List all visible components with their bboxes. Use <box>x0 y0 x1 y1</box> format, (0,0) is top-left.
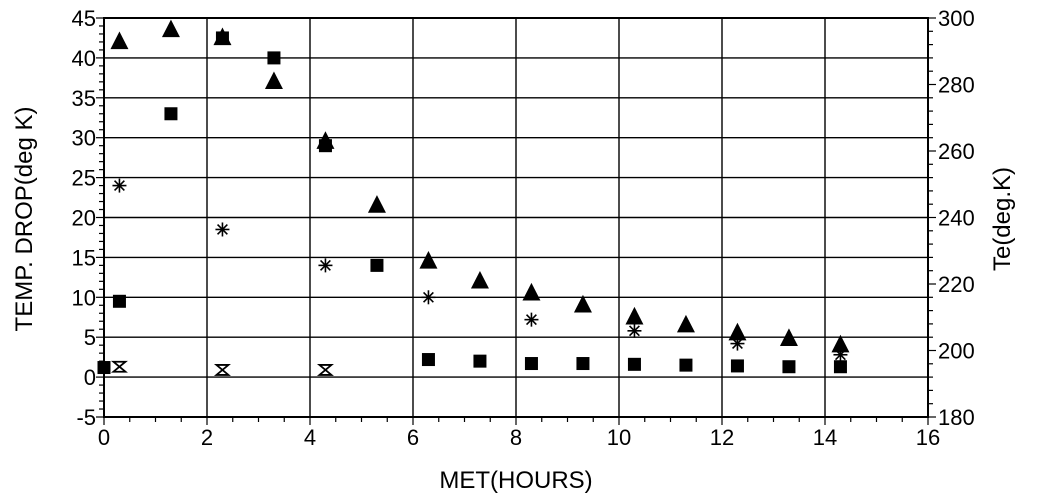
asterisk-point <box>524 312 539 327</box>
square-point <box>421 353 435 367</box>
square-point <box>627 357 641 371</box>
x-tick-label: 4 <box>304 425 316 450</box>
triangle-point <box>316 131 335 149</box>
triangle-point <box>419 250 438 269</box>
y-tick-label: 45 <box>72 6 96 31</box>
square-point <box>473 354 487 368</box>
triangle-point <box>676 314 695 333</box>
x-tick-label: 8 <box>510 425 522 450</box>
asterisk-stroke <box>731 338 743 350</box>
x-tick-label: 12 <box>710 425 734 450</box>
triangle-point <box>264 71 283 90</box>
triangle-point <box>110 31 129 50</box>
triangle-point <box>831 334 850 353</box>
x-tick-label: 16 <box>916 425 940 450</box>
y2-tick-label: 260 <box>938 139 975 164</box>
asterisk-stroke <box>525 314 537 326</box>
x-tick-label: 14 <box>813 425 837 450</box>
asterisk-point <box>421 290 436 305</box>
x-tick-label: 10 <box>607 425 631 450</box>
asterisk-stroke <box>628 325 640 337</box>
x-tick-label: 0 <box>98 425 110 450</box>
square-point <box>833 360 847 374</box>
y-tick-label: 20 <box>72 206 96 231</box>
y-tick-label: 5 <box>84 325 96 350</box>
triangle-point <box>779 328 798 346</box>
y-tick-label: 10 <box>72 285 96 310</box>
triangle-point <box>522 282 541 301</box>
data-points <box>97 19 850 376</box>
square-point <box>370 258 384 272</box>
right-y-axis: 180 200 220 240 260 280 300 <box>928 6 975 430</box>
asterisk-point <box>730 336 745 351</box>
asterisk-stroke <box>834 349 846 361</box>
asterisk-point <box>833 347 848 362</box>
y-tick-label: -5 <box>76 405 96 430</box>
x-tick-label: 6 <box>407 425 419 450</box>
square-point <box>267 51 281 65</box>
hourglass-point <box>110 360 128 373</box>
y-tick-label: 30 <box>72 126 96 151</box>
y2-tick-label: 180 <box>938 405 975 430</box>
y2-tick-label: 240 <box>938 206 975 231</box>
square-point <box>524 357 538 371</box>
y2-tick-label: 280 <box>938 73 975 98</box>
y2-tick-label: 300 <box>938 6 975 31</box>
triangle-point <box>573 294 592 313</box>
asterisk-stroke <box>319 259 331 271</box>
square-point <box>112 294 126 308</box>
asterisk-stroke <box>113 180 125 192</box>
y-tick-label: 0 <box>84 365 96 390</box>
y2-axis-title: Te(deg.K) <box>989 167 1016 271</box>
asterisk-stroke <box>216 224 228 235</box>
asterisk-point <box>112 178 127 193</box>
grid <box>103 17 929 418</box>
triangle-point <box>625 306 644 325</box>
triangle-point <box>470 270 489 289</box>
x-axis: 0 2 4 6 8 10 12 14 16 <box>98 417 940 450</box>
asterisk-point <box>627 323 642 338</box>
triangle-point <box>367 195 386 213</box>
y2-tick-label: 220 <box>938 272 975 297</box>
y-axis-title: TEMP. DROP(deg K) <box>11 107 38 332</box>
asterisk-point <box>318 258 333 273</box>
square-point <box>576 357 590 371</box>
asterisk-stroke <box>422 291 434 303</box>
x-tick-label: 2 <box>201 425 213 450</box>
hourglass-point <box>316 364 334 376</box>
hourglass-point <box>213 364 231 376</box>
asterisk-point <box>215 222 230 237</box>
square-point <box>782 360 796 374</box>
square-point <box>97 361 111 375</box>
y2-tick-label: 200 <box>938 339 975 364</box>
triangle-point <box>161 19 180 38</box>
x-axis-title: MET(HOURS) <box>439 467 592 494</box>
y-tick-label: 25 <box>72 166 96 191</box>
square-point <box>679 358 693 372</box>
triangle-point <box>213 27 232 46</box>
triangle-point <box>728 322 747 341</box>
square-point <box>730 359 744 373</box>
y-tick-label: 15 <box>72 245 96 270</box>
left-y-axis: -5 0 5 10 15 20 25 30 35 40 45 <box>72 6 104 430</box>
y-tick-label: 35 <box>72 86 96 111</box>
y-tick-label: 40 <box>72 46 96 71</box>
square-point <box>164 107 178 121</box>
